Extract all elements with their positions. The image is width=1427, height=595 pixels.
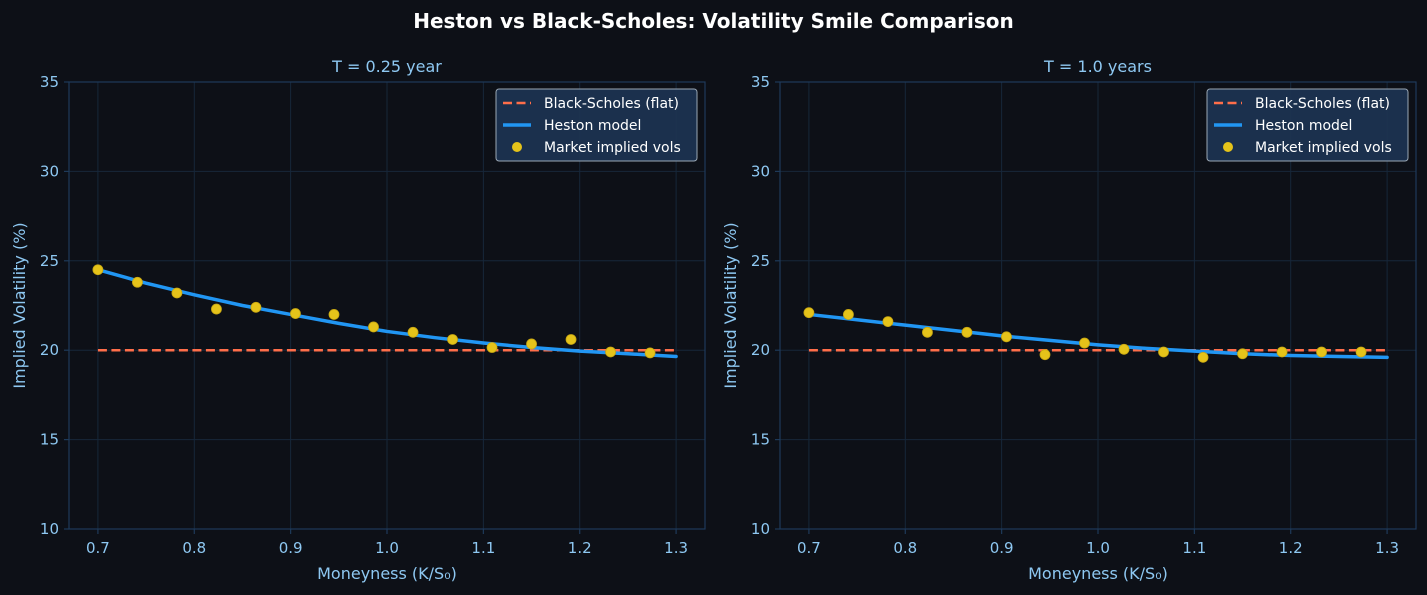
x-tick-label: 0.7	[797, 539, 821, 557]
legend-label: Black-Scholes (flat)	[1255, 96, 1390, 112]
legend: Black-Scholes (flat) Heston model Market i…	[495, 88, 698, 162]
market-vol-point	[526, 338, 537, 350]
x-axis-label: Moneyness (K/S₀)	[317, 564, 457, 583]
y-tick-label: 30	[751, 162, 770, 180]
x-tick-label: 1.1	[1182, 539, 1206, 557]
market-vol-point	[171, 287, 183, 299]
market-vol-point	[1039, 349, 1051, 361]
x-tick-label: 0.9	[279, 539, 303, 557]
market-vol-point	[1316, 346, 1327, 358]
market-vol-point	[1158, 346, 1169, 358]
x-tick-label: 1.0	[1086, 539, 1110, 557]
x-tick-label: 1.3	[664, 539, 688, 557]
market-vol-point	[803, 307, 815, 319]
panel-title: T = 1.0 years	[1043, 57, 1152, 76]
chart-panel-left: 0.7 0.8 0.9 1.0 1.1 1.2 1.3 10 15 20 25 30 35 T = 0.2…	[10, 57, 706, 583]
market-vol-point	[1118, 343, 1130, 355]
x-tick-label: 1.0	[375, 539, 399, 557]
figure-suptitle: Heston vs Black-Scholes: Volatility Smil…	[413, 9, 1014, 33]
market-vol-point	[1237, 348, 1248, 360]
y-tick-label: 30	[40, 162, 59, 180]
y-tick-label: 25	[751, 252, 770, 270]
market-vol-point	[961, 326, 973, 338]
market-vol-point	[882, 316, 894, 327]
y-tick-label: 20	[40, 341, 59, 359]
y-tick-label: 35	[40, 73, 59, 91]
market-vol-point	[447, 334, 458, 345]
heston-model-line	[807, 312, 1389, 360]
market-vol-point	[922, 326, 933, 338]
legend-swatch-market	[1223, 142, 1233, 152]
legend-swatch-market	[512, 142, 522, 152]
market-vol-point	[211, 303, 222, 315]
market-vol-point	[328, 309, 340, 320]
y-tick-label: 35	[751, 73, 770, 91]
market-vol-point	[644, 347, 656, 359]
market-vol-point	[92, 264, 104, 276]
legend-label: Heston model	[544, 118, 641, 134]
market-vol-point	[290, 308, 301, 319]
x-tick-label: 1.2	[1279, 539, 1303, 557]
y-tick-label: 10	[40, 520, 59, 538]
y-axis-label: Implied Volatility (%)	[721, 222, 740, 388]
legend-label: Market implied vols	[1255, 140, 1392, 156]
legend-box	[1206, 88, 1409, 162]
chart-panel-right: 0.7 0.8 0.9 1.0 1.1 1.2 1.3 10 15 20 25 30 35 T = 1.0…	[721, 57, 1417, 583]
x-axis-label: Moneyness (K/S₀)	[1028, 564, 1168, 583]
market-vol-point	[1276, 346, 1288, 358]
legend-label: Market implied vols	[544, 140, 681, 156]
legend-box	[495, 88, 698, 162]
market-vol-point	[1079, 337, 1090, 349]
x-tick-label: 1.2	[568, 539, 592, 557]
market-vol-point	[843, 309, 854, 320]
legend-label: Heston model	[1255, 118, 1352, 134]
market-vol-point	[368, 321, 379, 333]
y-axis-label: Implied Volatility (%)	[10, 222, 29, 388]
legend-label: Black-Scholes (flat)	[544, 96, 679, 112]
y-tick-label: 25	[40, 252, 59, 270]
x-tick-label: 1.3	[1375, 539, 1399, 557]
market-vol-point	[132, 276, 143, 288]
market-vol-point	[250, 301, 262, 313]
panel-title: T = 0.25 year	[331, 57, 442, 76]
x-tick-label: 1.1	[471, 539, 495, 557]
y-tick-label: 15	[751, 431, 770, 449]
x-tick-label: 0.8	[182, 539, 206, 557]
market-vol-point	[565, 334, 577, 345]
y-tick-label: 10	[751, 520, 770, 538]
legend: Black-Scholes (flat) Heston model Market i…	[1206, 88, 1409, 162]
x-tick-label: 0.9	[990, 539, 1014, 557]
market-vol-point	[605, 346, 616, 358]
market-vol-point	[1197, 351, 1209, 363]
market-vol-point	[1355, 346, 1367, 358]
y-tick-label: 15	[40, 431, 59, 449]
market-vol-point	[1001, 331, 1012, 343]
market-vol-point	[407, 326, 419, 338]
market-vol-point	[486, 342, 498, 353]
x-tick-label: 0.7	[86, 539, 110, 557]
x-tick-label: 0.8	[893, 539, 917, 557]
y-tick-label: 20	[751, 341, 770, 359]
heston-model-line	[96, 267, 678, 359]
